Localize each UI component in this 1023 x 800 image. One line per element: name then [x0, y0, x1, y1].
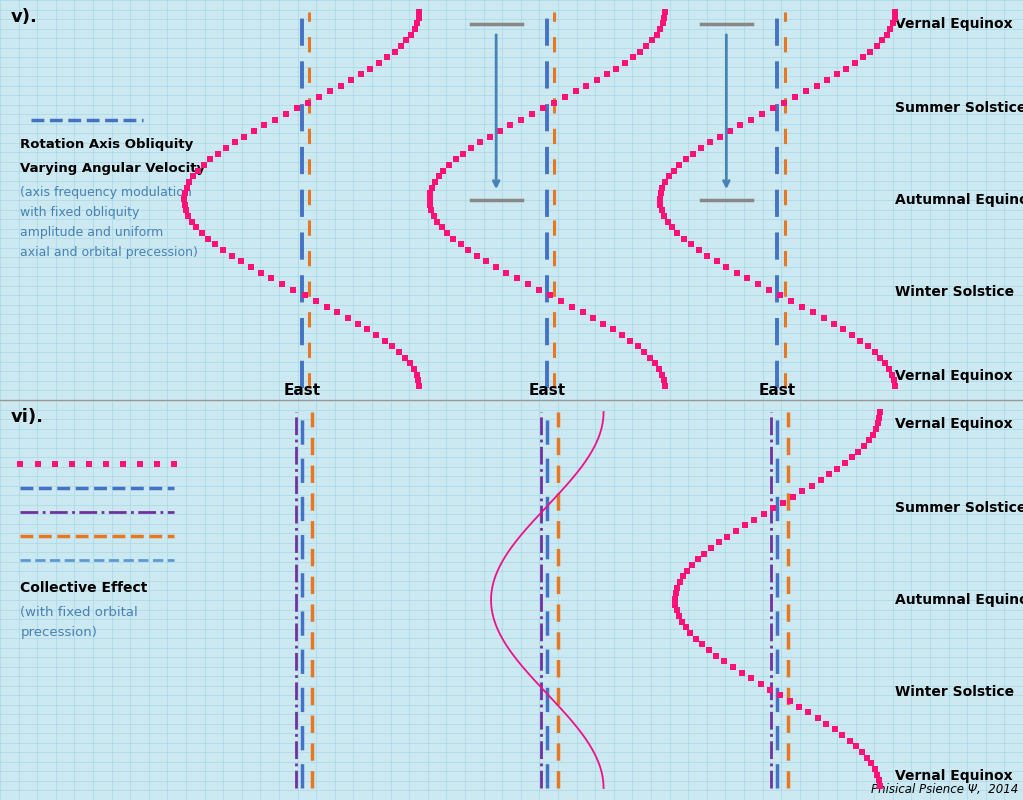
Text: Vernal Equinox: Vernal Equinox: [895, 369, 1013, 383]
Text: vi).: vi).: [10, 408, 43, 426]
Text: Autumnal Equinox: Autumnal Equinox: [895, 193, 1023, 207]
Text: Summer Solstice: Summer Solstice: [895, 101, 1023, 115]
Text: amplitude and uniform: amplitude and uniform: [20, 226, 164, 239]
Text: East: East: [529, 383, 566, 398]
Text: Vernal Equinox: Vernal Equinox: [895, 417, 1013, 431]
Text: Summer Solstice: Summer Solstice: [895, 501, 1023, 515]
Text: axial and orbital precession): axial and orbital precession): [20, 246, 198, 259]
Text: Autumnal Equinox: Autumnal Equinox: [895, 593, 1023, 607]
Text: East: East: [283, 383, 320, 398]
Text: (with fixed orbital: (with fixed orbital: [20, 606, 138, 619]
Text: (axis frequency modulation: (axis frequency modulation: [20, 186, 192, 199]
Text: Vernal Equinox: Vernal Equinox: [895, 769, 1013, 783]
Text: precession): precession): [20, 626, 97, 639]
Text: Collective Effect: Collective Effect: [20, 581, 148, 595]
Text: Winter Solstice: Winter Solstice: [895, 285, 1014, 299]
Text: East: East: [759, 383, 796, 398]
Text: Phisical Psience Ψ,  2014: Phisical Psience Ψ, 2014: [871, 783, 1018, 796]
Text: Winter Solstice: Winter Solstice: [895, 685, 1014, 699]
Text: Varying Angular Velocity: Varying Angular Velocity: [20, 162, 206, 175]
Text: Vernal Equinox: Vernal Equinox: [895, 17, 1013, 31]
Text: with fixed obliquity: with fixed obliquity: [20, 206, 140, 219]
Text: v).: v).: [10, 8, 37, 26]
Text: Rotation Axis Obliquity: Rotation Axis Obliquity: [20, 138, 193, 151]
